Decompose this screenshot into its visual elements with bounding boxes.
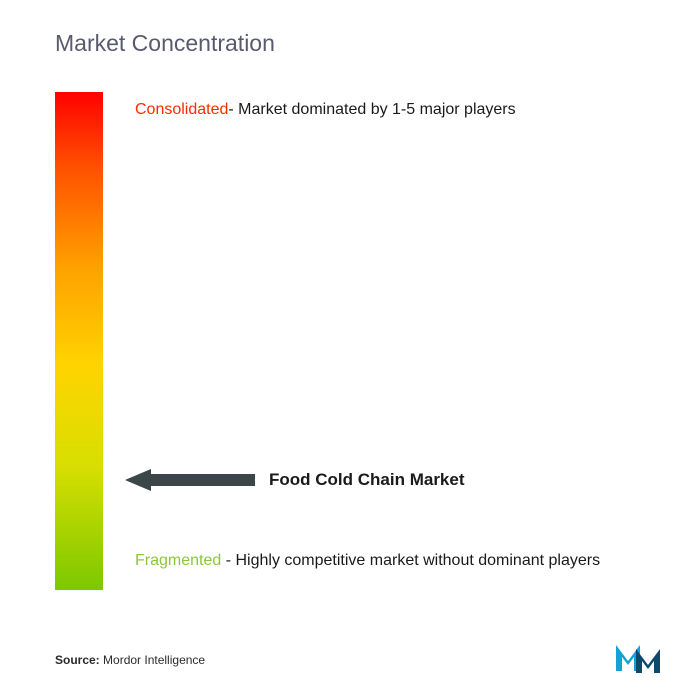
source-label: Source: — [55, 653, 100, 667]
fragmented-desc: - Highly competitive market without domi… — [221, 552, 600, 569]
source-attribution: Source: Mordor Intelligence — [55, 653, 205, 667]
fragmented-term: Fragmented — [135, 552, 221, 569]
gradient-bar — [55, 92, 103, 590]
consolidated-label: Consolidated- Market dominated by 1-5 ma… — [135, 98, 516, 122]
fragmented-label: Fragmented - Highly competitive market w… — [135, 548, 600, 574]
mordor-logo-icon — [614, 639, 664, 675]
market-name-label: Food Cold Chain Market — [269, 470, 465, 490]
consolidated-term: Consolidated — [135, 101, 228, 118]
market-marker: Food Cold Chain Market — [125, 469, 465, 491]
consolidated-desc: - Market dominated by 1-5 major players — [228, 101, 515, 118]
concentration-spectrum: Consolidated- Market dominated by 1-5 ma… — [55, 92, 656, 592]
source-value: Mordor Intelligence — [103, 653, 205, 667]
arrow-left-icon — [125, 469, 255, 491]
chart-title: Market Concentration — [55, 30, 656, 57]
